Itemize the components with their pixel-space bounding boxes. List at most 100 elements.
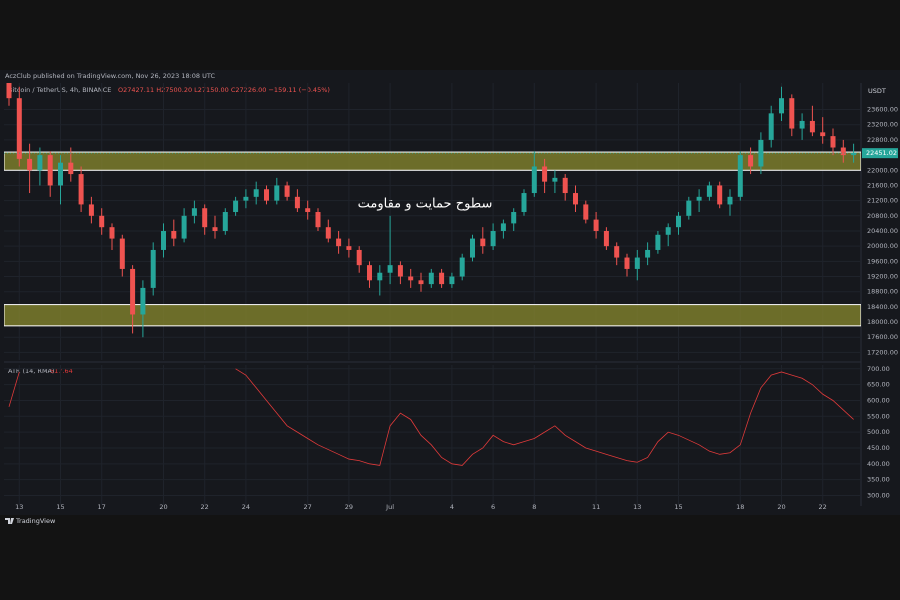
candle-body — [222, 212, 228, 231]
candle-body — [88, 204, 94, 216]
candle-body — [109, 227, 115, 239]
candle-body — [542, 166, 548, 182]
x-tick-label: 13 — [633, 503, 641, 511]
last-price-tag — [862, 148, 898, 159]
candle-body — [603, 230, 609, 247]
candle-body — [439, 272, 445, 285]
chart-panel — [0, 70, 900, 515]
candle-body — [593, 219, 599, 231]
x-tick-label: 11 — [592, 503, 600, 511]
candle-body — [634, 257, 640, 269]
ohlc-legend: O27427.11 H27500.20 L27150.00 C27226.00 … — [118, 86, 330, 94]
candle-body — [737, 155, 743, 197]
candle-body — [449, 276, 455, 285]
candle-body — [511, 212, 517, 224]
candle-body — [500, 223, 506, 231]
candle-body — [799, 120, 805, 129]
candle-body — [531, 166, 537, 194]
brand-name: TradingView — [15, 517, 56, 525]
candle-body — [665, 227, 671, 235]
candle-body — [480, 238, 486, 247]
candle-body — [78, 174, 84, 205]
candle-body — [377, 272, 383, 281]
candle-body — [459, 257, 465, 277]
candle-body — [346, 246, 352, 250]
y-tick-label: 19200.00 — [867, 273, 898, 281]
y-tick-label: 18400.00 — [867, 303, 898, 311]
candle-body — [779, 98, 784, 114]
y-tick-label: 600.00 — [867, 396, 890, 404]
y-tick-label: 20000.00 — [867, 242, 898, 250]
x-tick-label: 18 — [736, 503, 744, 511]
indicator-value: 517.64 — [50, 367, 73, 375]
y-tick-label: 23200.00 — [867, 121, 898, 129]
y-tick-label: 500.00 — [867, 428, 890, 436]
candle-body — [202, 208, 208, 228]
publish-note: AczClub published on TradingView.com, No… — [5, 72, 215, 80]
candle-body — [161, 230, 166, 250]
candle-body — [27, 158, 33, 171]
candle-body — [315, 212, 321, 228]
candle-body — [789, 98, 795, 129]
candle-body — [809, 120, 815, 133]
y-tick-label: 20400.00 — [867, 227, 898, 235]
candle-body — [99, 215, 105, 228]
last-price-label: 22451.02 — [866, 149, 897, 157]
candle-body — [521, 193, 527, 213]
candle-body — [264, 189, 269, 201]
y-tick-label: 650.00 — [867, 381, 890, 389]
y-tick-label: 17200.00 — [867, 348, 898, 356]
atr-line — [8, 368, 854, 466]
candle-body — [37, 155, 43, 171]
candle-body — [655, 234, 661, 250]
candle-body — [562, 177, 568, 194]
currency-label: USDT — [868, 87, 886, 95]
brand-logo — [5, 518, 14, 524]
candle-body — [243, 196, 249, 201]
candle-body — [212, 227, 218, 231]
x-tick-label: 20 — [159, 503, 167, 511]
candle-body — [253, 189, 259, 197]
candle-body — [305, 208, 311, 213]
candle-body — [696, 196, 702, 201]
y-tick-label: 400.00 — [867, 460, 890, 468]
candle-body — [274, 185, 280, 201]
candle-body — [686, 200, 692, 216]
candle-body — [748, 155, 754, 167]
y-tick-label: 300.00 — [867, 491, 890, 499]
candle-body — [325, 227, 331, 239]
y-tick-label: 22000.00 — [867, 166, 898, 174]
candle-body — [181, 215, 187, 239]
candle-body — [284, 185, 290, 197]
candle-body — [233, 200, 239, 213]
candle-body — [387, 265, 393, 273]
candle-body — [851, 152, 857, 156]
x-tick-label: Jul — [385, 503, 394, 511]
candle-body — [408, 276, 414, 281]
candle-body — [58, 162, 63, 186]
x-tick-label: 27 — [304, 503, 312, 511]
candle-body — [768, 113, 774, 140]
candle-body — [490, 230, 496, 247]
y-tick-label: 19600.00 — [867, 257, 898, 265]
candle-body — [645, 249, 651, 258]
x-tick-label: 6 — [491, 503, 495, 511]
candle-body — [150, 249, 156, 288]
x-tick-label: 20 — [777, 503, 785, 511]
candle-body — [727, 196, 733, 205]
brand: TradingView — [5, 517, 56, 525]
annotation: سطوح حمایت و مقاومت — [358, 197, 493, 212]
candle-body — [294, 196, 300, 209]
candle-body — [470, 238, 475, 258]
candle-body — [171, 230, 177, 239]
candle-body — [367, 265, 372, 281]
candle-body — [573, 193, 578, 205]
candle-body — [614, 246, 620, 258]
candle-body — [830, 136, 836, 148]
candle-body — [130, 268, 136, 315]
x-tick-label: 22 — [201, 503, 209, 511]
candle-body — [397, 265, 403, 277]
x-tick-label: 8 — [532, 503, 536, 511]
